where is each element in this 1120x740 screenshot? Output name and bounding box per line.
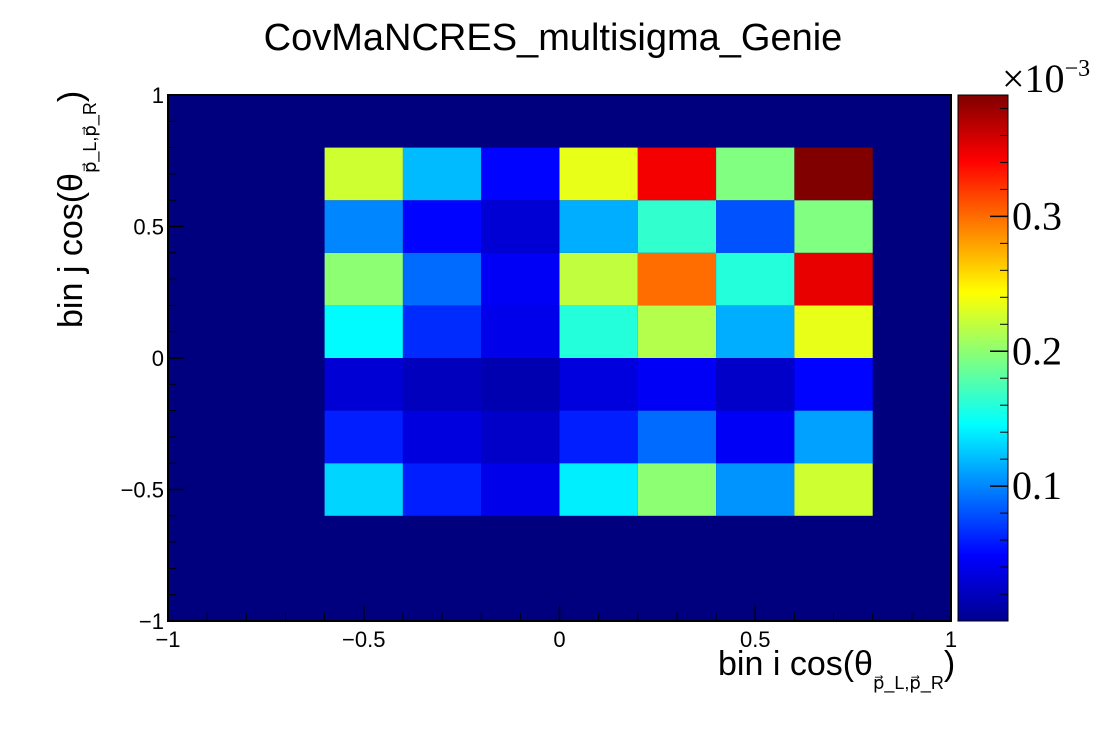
x-tick-label: 0 — [553, 627, 565, 652]
heatmap-cell — [716, 305, 795, 358]
y-tick-label: 0.5 — [133, 215, 164, 240]
heatmap-cell — [324, 147, 403, 201]
colorbar — [958, 95, 1008, 621]
x-axis-ticks: −1 −0.5 0 0.5 1 — [155, 605, 957, 652]
y-tick-label: −1 — [139, 609, 164, 634]
y-tick-label: 1 — [152, 83, 164, 108]
heatmap-cell — [481, 463, 560, 516]
heatmap-cell — [402, 200, 482, 253]
x-tick-label: 0.5 — [740, 627, 771, 652]
heatmap-cell — [402, 252, 482, 306]
heatmap-cell — [716, 463, 795, 516]
y-axis-label-main: bin j cos(θ — [52, 173, 90, 328]
heatmap-cell — [481, 358, 560, 411]
heatmap-cell — [794, 463, 873, 516]
x-axis-label-main: bin i cos(θ — [718, 645, 873, 683]
svg-text:bin j cos(θp⃗_L,p⃗_R): bin j cos(θp⃗_L,p⃗_R) — [52, 91, 101, 328]
x-tick-label: −1 — [155, 627, 180, 652]
heatmap-cell — [559, 252, 638, 306]
heatmap-cell — [794, 200, 873, 253]
svg-text:bin i cos(θp⃗_L,p⃗_R): bin i cos(θp⃗_L,p⃗_R) — [718, 645, 955, 694]
heatmap-cell — [559, 358, 638, 411]
y-tick-label: −0.5 — [121, 478, 164, 503]
heatmap-cell — [716, 147, 795, 201]
y-axis-label: bin j cos(θp⃗_L,p⃗_R) — [52, 91, 101, 328]
heatmap-cell — [559, 305, 638, 358]
x-axis-label-close: ) — [944, 645, 955, 683]
heatmap-cell — [324, 305, 403, 358]
x-tick-label: 1 — [945, 627, 957, 652]
colorbar-tick-label: 0.2 — [1012, 328, 1062, 373]
heatmap-cell — [794, 305, 873, 358]
heatmap-cell — [716, 358, 795, 411]
heatmap-cell — [559, 147, 638, 201]
heatmap-cell — [324, 410, 403, 464]
chart-title: CovMaNCRES_multisigma_Genie — [264, 17, 843, 59]
colorbar-exponent: −3 — [1065, 56, 1091, 82]
heatmap-cell — [324, 200, 403, 253]
heatmap-cell — [559, 463, 638, 516]
heatmap-cell — [324, 358, 403, 411]
colorbar-exponent-label: ×10−3 — [1002, 56, 1090, 101]
heatmap-cell — [402, 147, 482, 201]
heatmap-cell — [637, 410, 717, 464]
colorbar-frame — [957, 94, 1009, 622]
y-axis-label-sub: p⃗_L,p⃗_R — [80, 102, 101, 173]
heatmap-cell — [716, 410, 795, 464]
heatmap-cell — [481, 252, 560, 306]
heatmap-cell — [481, 200, 560, 253]
x-tick-label: −0.5 — [342, 627, 385, 652]
x-axis-label-sub: p⃗_L,p⃗_R — [873, 673, 944, 694]
colorbar-tick-label: 0.1 — [1012, 463, 1062, 508]
heatmap-cell — [794, 147, 873, 201]
heatmap-cell — [637, 200, 717, 253]
y-tick-label: 0 — [152, 346, 164, 371]
heatmap-cell — [402, 463, 482, 516]
heatmap-cell — [402, 305, 482, 358]
heatmap-cell — [324, 463, 403, 516]
heatmap-cell — [637, 463, 717, 516]
colorbar-ticks: 0.1 0.2 0.3 — [990, 107, 1062, 595]
colorbar-tick-label: 0.3 — [1012, 193, 1062, 238]
y-axis-ticks: −1 −0.5 0 0.5 1 — [121, 83, 184, 634]
heatmap-cell — [402, 358, 482, 411]
heatmap-cell — [637, 147, 717, 201]
heatmap-cell — [481, 147, 560, 201]
heatmap-cell — [481, 305, 560, 358]
heatmap-cells — [324, 147, 873, 516]
heatmap-cell — [716, 200, 795, 253]
heatmap-cell — [559, 200, 638, 253]
heatmap-cell — [794, 358, 873, 411]
y-axis-label-close: ) — [52, 91, 90, 102]
heatmap-cell — [637, 252, 717, 306]
heatmap-cell — [324, 252, 403, 306]
heatmap-cell — [559, 410, 638, 464]
heatmap-cell — [716, 252, 795, 306]
heatmap-cell — [481, 410, 560, 464]
heatmap-cell — [794, 252, 873, 306]
x-axis-label: bin i cos(θp⃗_L,p⃗_R) — [718, 645, 955, 694]
heatmap-cell — [637, 358, 717, 411]
heatmap-cell — [402, 410, 482, 464]
heatmap-cell — [637, 305, 717, 358]
heatmap-cell — [794, 410, 873, 464]
